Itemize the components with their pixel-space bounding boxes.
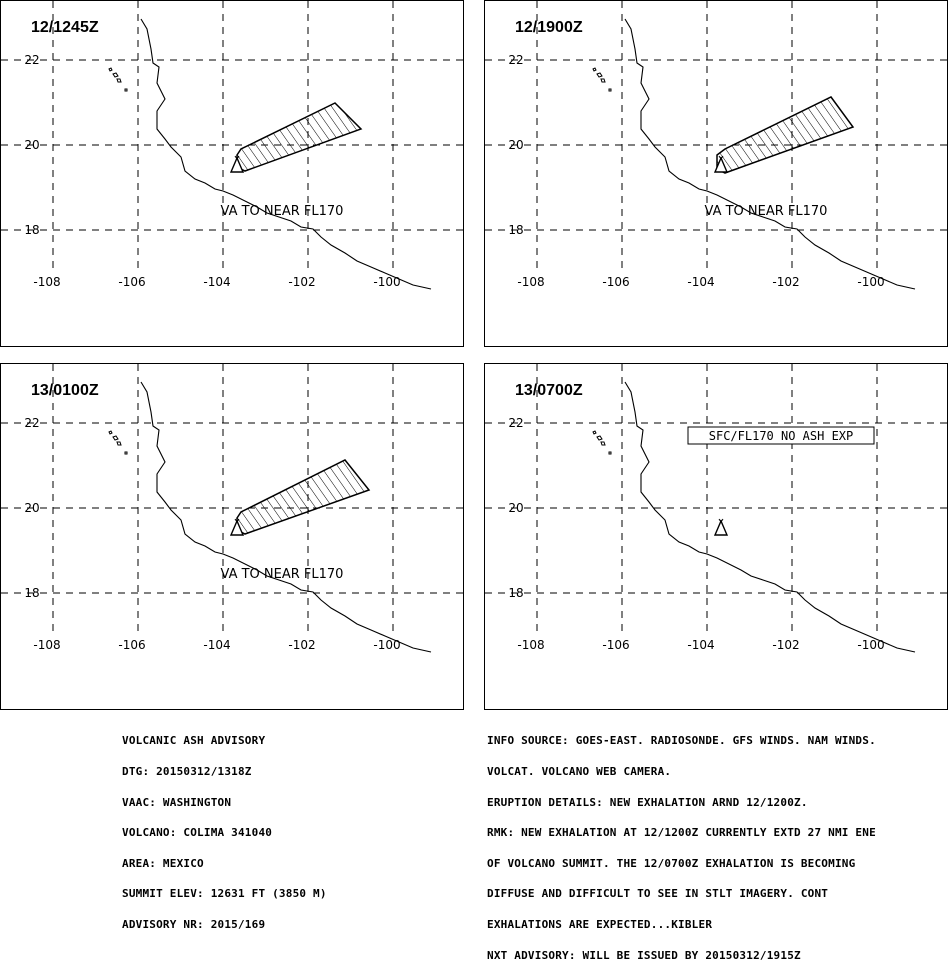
longitude-tick-label: -106 xyxy=(602,638,629,652)
map-svg: -108 -106 -104 -102 -100 22 20 18 VA TO NEAR FL1… xyxy=(485,1,948,290)
advisory-line: DTG: 20150312/1318Z xyxy=(122,765,252,778)
island xyxy=(108,67,113,72)
advisory-line: INFO SOURCE: GOES-EAST. RADIOSONDE. GFS … xyxy=(487,734,876,748)
map-svg: -108 -106 -104 -102 -100 22 20 18 VA TO NEAR FL1… xyxy=(1,364,464,653)
advisory-line: VOLCANIC ASH ADVISORY xyxy=(122,734,266,748)
ash-cloud-polygon xyxy=(236,102,363,172)
island xyxy=(112,435,119,441)
island xyxy=(116,441,122,446)
latitude-tick-label: 22 xyxy=(508,53,523,67)
latitude-tick-label: 20 xyxy=(508,501,523,515)
advisory-line: OF VOLCANO SUMMIT. THE 12/0700Z EXHALATI… xyxy=(487,856,856,870)
longitude-tick-label: -100 xyxy=(373,275,400,289)
island xyxy=(108,430,113,435)
longitude-tick-label: -100 xyxy=(857,275,884,289)
map-svg: -108 -106 -104 -102 -100 22 20 18 VA TO NEAR FL1… xyxy=(1,1,464,290)
latitude-tick-label: 18 xyxy=(508,223,523,237)
latitude-tick-label: 22 xyxy=(24,53,39,67)
forecast-panel-1: -108 -106 -104 -102 -100 22 20 18 VA TO NEAR FL1… xyxy=(0,0,464,347)
advisory-details-right: INFO SOURCE: GOES-EAST. RADIOSONDE. GFS … xyxy=(487,716,876,971)
longitude-tick-label: -102 xyxy=(772,638,799,652)
advisory-line: DIFFUSE AND DIFFICULT TO SEE IN STLT IMA… xyxy=(487,887,829,901)
island xyxy=(596,72,603,78)
coastline xyxy=(140,18,432,290)
panel-time: 12/1245Z xyxy=(31,19,99,36)
ash-height-label: VA TO NEAR FL170 xyxy=(705,204,828,219)
island xyxy=(124,451,128,455)
panel-time: 13/0700Z xyxy=(515,382,583,399)
advisory-header-left: VOLCANIC ASH ADVISORY DTG: 20150312/1318… xyxy=(122,716,327,940)
island xyxy=(600,441,606,446)
island xyxy=(116,78,122,83)
island xyxy=(592,430,597,435)
longitude-tick-label: -100 xyxy=(857,638,884,652)
longitude-tick-label: -108 xyxy=(517,275,544,289)
island xyxy=(608,88,612,92)
advisory-line: AREA: MEXICO xyxy=(122,856,204,870)
volcano-triangle-icon xyxy=(713,156,729,173)
advisory-line: ERUPTION DETAILS: NEW EXHALATION ARND 12… xyxy=(487,795,808,809)
island xyxy=(592,67,597,72)
latitude-tick-label: 22 xyxy=(24,416,39,430)
latitude-tick-label: 22 xyxy=(508,416,523,430)
longitude-tick-label: -102 xyxy=(772,275,799,289)
map-svg: -108 -106 -104 -102 -100 22 20 18 SFC/FL170 NO A… xyxy=(485,364,948,653)
island xyxy=(112,72,119,78)
advisory-line: SUMMIT ELEV: 12631 FT (3850 M) xyxy=(122,887,327,901)
forecast-panel-2: -108 -106 -104 -102 -100 22 20 18 VA TO NEAR FL1… xyxy=(484,0,948,347)
coastline xyxy=(624,381,916,653)
no-ash-label: SFC/FL170 NO ASH EXP xyxy=(709,429,854,443)
coastline xyxy=(140,381,432,653)
no-ash-box xyxy=(687,426,875,445)
longitude-tick-label: -104 xyxy=(203,638,230,652)
advisory-line: VOLCANO: COLIMA 341040 xyxy=(122,826,273,840)
volcano-triangle-icon xyxy=(229,519,245,536)
coastline xyxy=(624,18,916,290)
panel-time: 13/0100Z xyxy=(31,382,99,399)
longitude-tick-label: -104 xyxy=(687,275,714,289)
advisory-line: RMK: NEW EXHALATION AT 12/1200Z CURRENTL… xyxy=(487,826,876,840)
ash-cloud-polygon xyxy=(716,96,855,174)
panel-time: 12/1900Z xyxy=(515,19,583,36)
ash-cloud-polygon xyxy=(236,459,371,535)
ash-height-label: VA TO NEAR FL170 xyxy=(221,567,344,582)
latitude-tick-label: 20 xyxy=(24,138,39,152)
longitude-tick-label: -100 xyxy=(373,638,400,652)
island xyxy=(596,435,603,441)
longitude-tick-label: -106 xyxy=(118,638,145,652)
island xyxy=(124,88,128,92)
island xyxy=(608,451,612,455)
longitude-tick-label: -108 xyxy=(517,638,544,652)
longitude-tick-label: -104 xyxy=(687,638,714,652)
longitude-tick-label: -108 xyxy=(33,638,60,652)
longitude-tick-label: -102 xyxy=(288,638,315,652)
volcano-triangle-icon xyxy=(713,519,729,536)
latitude-tick-label: 20 xyxy=(508,138,523,152)
volcano-triangle-icon xyxy=(229,156,245,173)
longitude-tick-label: -104 xyxy=(203,275,230,289)
advisory-line: VOLCAT. VOLCANO WEB CAMERA. xyxy=(487,765,672,778)
longitude-tick-label: -106 xyxy=(602,275,629,289)
latitude-tick-label: 18 xyxy=(24,586,39,600)
latitude-tick-label: 20 xyxy=(24,501,39,515)
longitude-tick-label: -102 xyxy=(288,275,315,289)
latitude-tick-label: 18 xyxy=(24,223,39,237)
advisory-line: NXT ADVISORY: WILL BE ISSUED BY 20150312… xyxy=(487,948,801,962)
forecast-panel-3: -108 -106 -104 -102 -100 22 20 18 VA TO NEAR FL1… xyxy=(0,363,464,710)
advisory-line: EXHALATIONS ARE EXPECTED...KIBLER xyxy=(487,917,713,931)
longitude-tick-label: -106 xyxy=(118,275,145,289)
forecast-panel-4: -108 -106 -104 -102 -100 22 20 18 SFC/FL170 NO A… xyxy=(484,363,948,710)
island xyxy=(600,78,606,83)
longitude-tick-label: -108 xyxy=(33,275,60,289)
latitude-tick-label: 18 xyxy=(508,586,523,600)
ash-height-label: VA TO NEAR FL170 xyxy=(221,204,344,219)
advisory-line: VAAC: WASHINGTON xyxy=(122,795,232,809)
advisory-line: ADVISORY NR: 2015/169 xyxy=(122,917,266,931)
